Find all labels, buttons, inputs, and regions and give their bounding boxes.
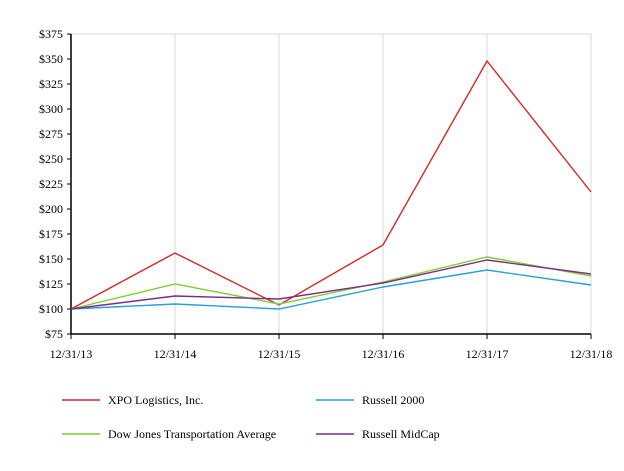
- x-tick-label: 12/31/16: [362, 347, 405, 361]
- y-tick-label: $275: [39, 127, 63, 141]
- y-tick-label: $75: [45, 327, 63, 341]
- y-tick-labels: $75 $100 $125 $150 $175 $200 $225 $250 $275 $300 $…: [39, 27, 63, 341]
- y-tick-label: $125: [39, 277, 63, 291]
- legend-label: Dow Jones Transportation Average: [108, 427, 276, 441]
- axes: [67, 33, 592, 339]
- y-tick-label: $175: [39, 227, 63, 241]
- y-tick-label: $150: [39, 252, 63, 266]
- y-tick-label: $375: [39, 27, 63, 41]
- x-tick-label: 12/31/17: [466, 347, 509, 361]
- series-lines: [70, 59, 592, 310]
- y-tick-label: $300: [39, 102, 63, 116]
- x-tick-label: 12/31/18: [570, 347, 613, 361]
- legend: XPO Logistics, Inc. Russell 2000 Dow Jones…: [62, 393, 440, 441]
- y-tick-label: $100: [39, 302, 63, 316]
- y-tick-label: $325: [39, 77, 63, 91]
- legend-label: XPO Logistics, Inc.: [108, 393, 203, 407]
- x-tick-labels: 12/31/13 12/31/14 12/31/15 12/31/16 12/31/17…: [50, 347, 613, 361]
- series-line: [70, 259, 592, 310]
- x-tick-label: 12/31/13: [50, 347, 93, 361]
- y-tick-label: $200: [39, 202, 63, 216]
- series-line: [70, 59, 592, 310]
- series-line: [70, 269, 592, 310]
- x-tick-label: 12/31/14: [154, 347, 197, 361]
- gridlines: [71, 33, 592, 334]
- y-tick-label: $225: [39, 177, 63, 191]
- legend-label: Russell MidCap: [362, 427, 440, 441]
- legend-label: Russell 2000: [362, 393, 424, 407]
- x-tick-label: 12/31/15: [258, 347, 301, 361]
- series-line: [70, 256, 592, 310]
- y-tick-label: $250: [39, 152, 63, 166]
- y-tick-label: $350: [39, 52, 63, 66]
